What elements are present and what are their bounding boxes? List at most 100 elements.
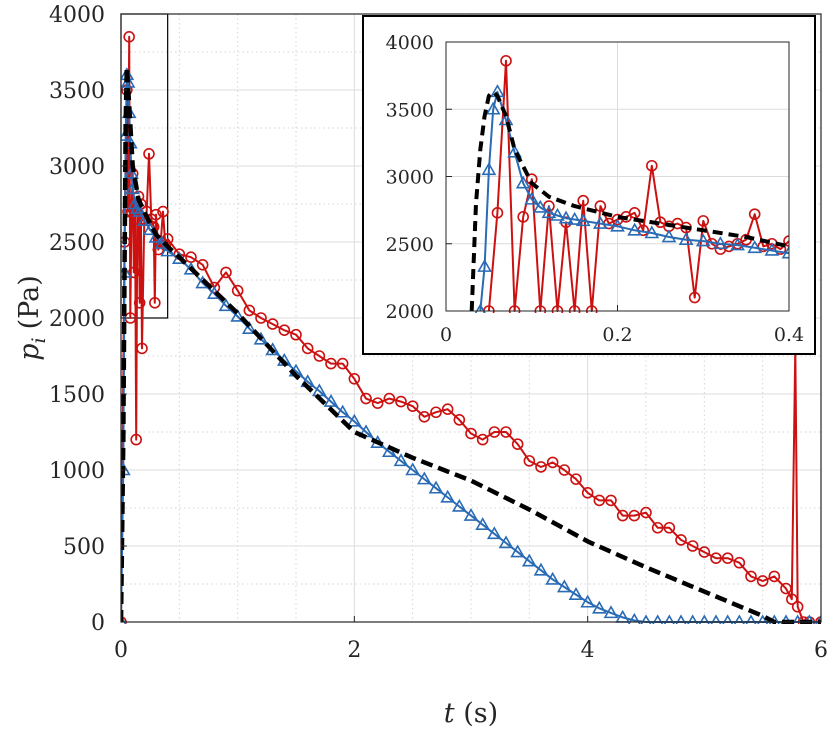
x-tick-label: 0 — [440, 324, 452, 346]
y-tick-label: 2500 — [49, 231, 105, 256]
circle-marker — [430, 406, 442, 419]
triangle-marker — [524, 191, 540, 205]
y-tick-label: 2000 — [386, 301, 434, 323]
triangle-marker — [550, 207, 565, 221]
x-axis-unit: (s) — [463, 698, 498, 729]
triangle-marker — [764, 242, 780, 256]
triangle-marker — [541, 205, 557, 219]
y-tick-label: 3000 — [49, 155, 105, 180]
circle-marker — [465, 427, 477, 440]
circle-marker — [325, 357, 337, 370]
circle-marker — [243, 304, 256, 317]
circle-marker — [336, 357, 349, 370]
circle-marker — [593, 494, 606, 507]
circle-marker — [523, 455, 536, 467]
triangle-marker — [627, 222, 643, 236]
circle-marker — [733, 556, 746, 569]
circle-marker — [511, 438, 524, 450]
triangle-marker — [695, 233, 711, 247]
circle-marker — [768, 570, 781, 583]
triangle-marker — [533, 562, 549, 576]
triangle-marker — [568, 587, 584, 600]
triangle-marker — [532, 199, 548, 213]
circle-marker — [675, 534, 687, 546]
circle-marker — [745, 570, 757, 583]
circle-marker — [663, 521, 676, 534]
triangle-marker — [781, 245, 789, 259]
triangle-marker — [507, 144, 522, 158]
circle-marker — [133, 296, 146, 309]
triangle-marker — [486, 526, 502, 540]
triangle-marker — [440, 489, 456, 503]
triangle-marker — [498, 535, 514, 549]
circle-marker — [645, 159, 658, 172]
series-dashed-line — [121, 64, 821, 624]
triangle-marker — [747, 240, 763, 254]
y-tick-label: 500 — [63, 535, 105, 560]
triangle-marker — [678, 232, 694, 246]
circle-marker — [791, 600, 804, 613]
triangle-marker — [498, 112, 514, 126]
circle-marker — [453, 414, 466, 426]
y-tick-label: 3500 — [386, 99, 434, 121]
inset-panel: 0 0.2 0.4 2000 2500 3000 3500 4000 — [362, 15, 816, 355]
y-tick-label: 4000 — [386, 32, 434, 54]
circle-marker — [616, 509, 629, 522]
circle-marker — [710, 552, 722, 564]
circle-marker — [290, 328, 302, 341]
circle-marker — [577, 194, 590, 207]
circle-marker — [697, 215, 710, 227]
circle-marker — [157, 205, 169, 218]
circle-marker — [628, 509, 641, 522]
x-tick-label: 0.2 — [602, 324, 632, 346]
triangle-marker — [698, 614, 710, 624]
triangle-marker — [713, 236, 728, 250]
triangle-marker — [393, 453, 409, 467]
y-tick-label: 3000 — [386, 167, 434, 189]
triangle-marker — [253, 331, 269, 345]
triangle-marker — [745, 614, 757, 624]
x-tick-label: 0.4 — [774, 324, 804, 346]
circle-marker — [488, 426, 501, 438]
circle-marker — [783, 235, 789, 247]
x-tick-label: 4 — [581, 638, 595, 663]
circle-marker — [406, 400, 419, 412]
triangle-marker — [815, 614, 821, 624]
y-axis-var: p — [14, 343, 45, 360]
circle-marker — [780, 582, 792, 595]
triangle-marker — [722, 614, 734, 624]
inset-frame — [362, 15, 816, 355]
circle-marker — [418, 410, 431, 423]
triangle-marker — [515, 175, 531, 189]
x-tick-label: 0 — [114, 638, 128, 663]
circle-marker — [266, 318, 279, 330]
triangle-marker — [733, 614, 745, 624]
circle-marker — [721, 552, 734, 564]
x-tick-label: 2 — [347, 638, 361, 663]
series-clip-group — [469, 55, 789, 313]
y-tick-label: 1500 — [49, 383, 105, 408]
triangle-marker — [428, 480, 444, 494]
y-tick-label: 0 — [91, 611, 105, 636]
series-dashed-line — [469, 89, 789, 312]
y-axis-sub: i — [28, 337, 50, 343]
circle-marker — [605, 494, 617, 507]
triangle-marker — [757, 614, 769, 624]
triangle-marker — [610, 218, 625, 232]
circle-marker — [278, 324, 291, 336]
triangle-marker — [545, 571, 561, 585]
circle-marker — [686, 540, 699, 552]
triangle-marker — [592, 215, 608, 229]
triangle-marker — [687, 614, 699, 624]
triangle-marker — [730, 237, 745, 251]
triangle-marker — [346, 413, 362, 427]
triangle-marker — [477, 259, 492, 272]
circle-marker — [196, 258, 209, 271]
triangle-marker — [451, 498, 467, 512]
triangle-marker — [463, 507, 479, 521]
circle-marker — [698, 546, 711, 558]
circle-marker — [313, 350, 326, 362]
triangle-marker — [405, 462, 421, 476]
triangle-marker — [558, 210, 574, 224]
circle-marker — [546, 456, 559, 469]
